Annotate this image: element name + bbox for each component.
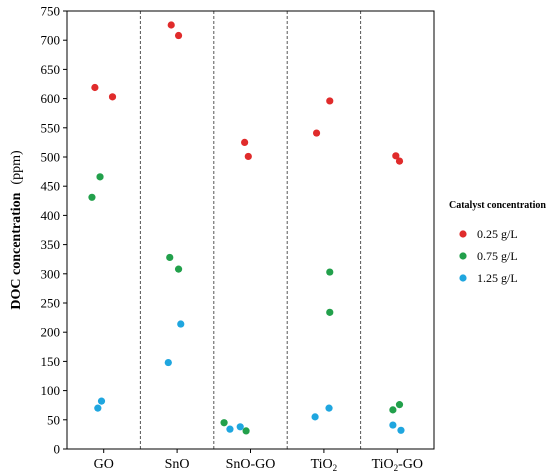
point-series-3-8 <box>325 404 333 412</box>
point-series-2-10 <box>395 401 404 409</box>
y-axis-title: DOC concentration (ppm) <box>9 150 24 310</box>
x-category-label: TiO2 <box>311 457 338 473</box>
point-series-2-1 <box>96 173 104 181</box>
y-tick-label: 600 <box>41 91 61 106</box>
y-axis-title-text: DOC concentration <box>9 192 24 309</box>
category-subscript: 2 <box>333 463 338 473</box>
legend-label: 1.25 g/L <box>477 271 518 285</box>
y-tick-label: 700 <box>41 33 61 48</box>
point-series-1-2 <box>108 93 117 101</box>
legend-marker <box>459 274 467 282</box>
plot-frame <box>66 10 435 450</box>
x-category-label: GO <box>94 457 114 472</box>
legend-label: 0.75 g/L <box>477 249 518 263</box>
point-series-3-10 <box>397 426 405 434</box>
legend-label: 0.25 g/L <box>477 227 518 241</box>
point-series-3-6 <box>236 423 244 431</box>
point-series-1-1 <box>91 83 99 92</box>
y-tick-label: 500 <box>41 150 61 165</box>
point-series-2-5 <box>220 419 228 427</box>
y-tick-label: 350 <box>41 237 61 252</box>
point-series-1-5 <box>241 138 249 146</box>
y-tick-label: 550 <box>41 120 61 135</box>
y-tick-label: 300 <box>41 266 61 281</box>
x-category-label: SnO <box>165 457 190 472</box>
y-axis-label: DOC concentration (ppm) <box>9 150 24 310</box>
y-tick-label: 650 <box>41 62 61 77</box>
point-series-3-7 <box>311 413 319 421</box>
legend-marker <box>459 252 467 260</box>
category-name: TiO <box>372 457 394 472</box>
point-series-2-7 <box>326 268 334 276</box>
x-category-label: TiO2-GO <box>372 457 423 473</box>
y-tick-label: 0 <box>54 442 61 457</box>
category-separators <box>139 11 362 449</box>
legend-entries: 0.25 g/L 0.75 g/L 1.25 g/L <box>459 227 518 285</box>
category-name: TiO <box>311 457 333 472</box>
point-series-3-2 <box>97 397 106 405</box>
point-series-1-7 <box>312 129 321 137</box>
point-series-1-9 <box>392 152 400 160</box>
point-series-1-4 <box>174 31 183 40</box>
legend-marker <box>459 230 467 238</box>
point-series-3-3 <box>164 358 172 367</box>
x-category-label: SnO-GO <box>226 457 276 472</box>
y-tick-label: 400 <box>41 208 61 223</box>
point-series-1-6 <box>244 152 252 161</box>
y-axis-unit: (ppm) <box>9 150 24 185</box>
y-axis-ticks: 0 50 100 150 200 250 300 350 400 450 500 550 600 650 7… <box>41 4 67 457</box>
y-tick-label: 100 <box>41 383 61 398</box>
point-series-3-4 <box>177 320 185 328</box>
point-series-2-3 <box>166 253 174 262</box>
data-points <box>88 21 405 435</box>
point-series-1-3 <box>167 21 175 29</box>
point-series-1-10 <box>395 157 404 165</box>
legend: Catalyst concentration 0.25 g/L 0.75 g/L 1… <box>449 200 546 285</box>
point-series-2-9 <box>389 406 397 414</box>
category-suffix: -GO <box>398 457 423 472</box>
point-series-2-6 <box>242 427 250 435</box>
category-name: SnO <box>165 457 190 472</box>
x-axis-ticks: GO SnO SnO-GO TiO2 TiO2-GO <box>94 449 423 473</box>
point-series-3-1 <box>94 404 102 412</box>
category-name: GO <box>94 457 114 472</box>
y-tick-label: 50 <box>47 412 60 427</box>
category-subscript: 2 <box>394 463 399 473</box>
point-series-1-8 <box>326 97 334 105</box>
point-series-3-9 <box>389 421 397 429</box>
point-series-2-2 <box>88 193 96 201</box>
y-tick-label: 450 <box>41 179 61 194</box>
y-tick-label: 150 <box>41 354 61 369</box>
point-series-3-5 <box>226 425 234 433</box>
point-series-2-4 <box>174 265 183 273</box>
y-tick-label: 750 <box>41 4 61 19</box>
y-tick-label: 200 <box>41 325 61 340</box>
legend-title: Catalyst concentration <box>449 200 546 211</box>
y-tick-label: 250 <box>41 296 61 311</box>
category-name: SnO-GO <box>226 457 276 472</box>
point-series-2-8 <box>326 308 334 316</box>
